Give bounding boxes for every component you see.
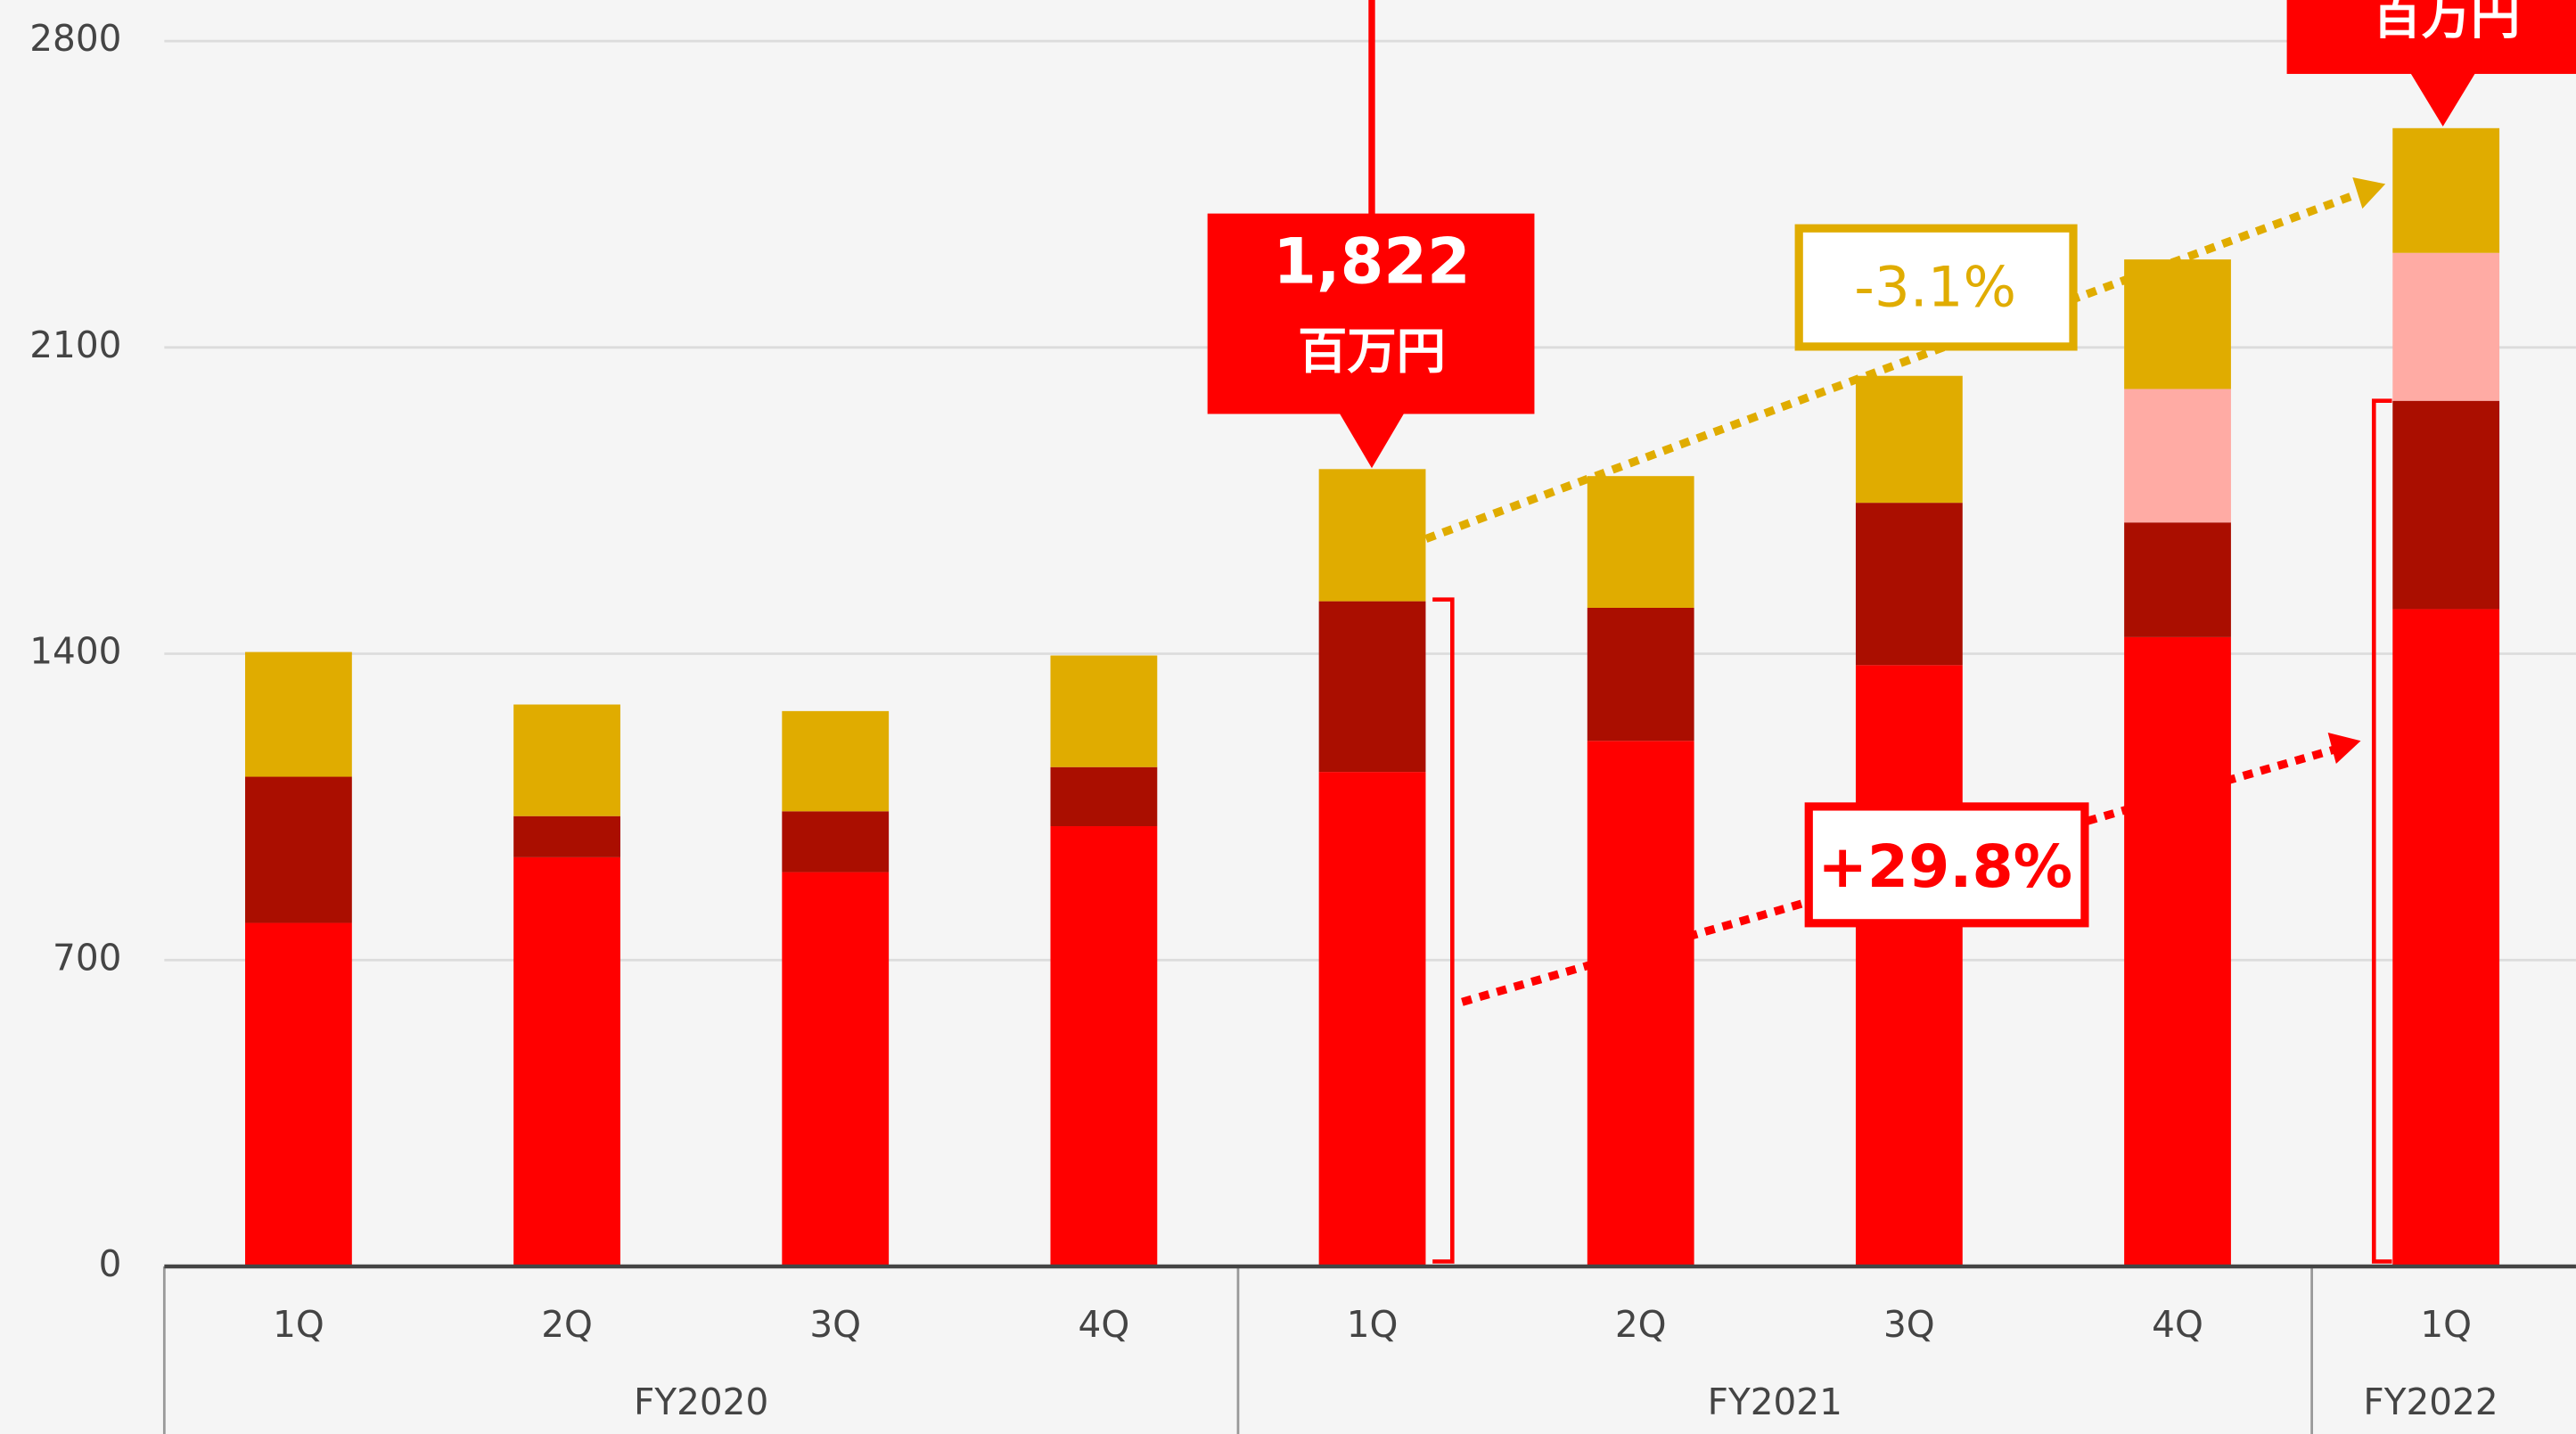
bar-segment bbox=[245, 776, 352, 923]
change-box bbox=[1794, 224, 2078, 351]
bar-segment bbox=[245, 651, 352, 777]
y-tick-label: 1400 bbox=[29, 630, 121, 673]
bar-segment bbox=[513, 815, 620, 857]
callout-unit: 百万円 bbox=[1298, 324, 1446, 381]
bar-segment bbox=[2124, 636, 2231, 1267]
callout-box bbox=[2286, 0, 2576, 74]
x-tick-label: 3Q bbox=[1883, 1303, 1935, 1346]
bar-segment bbox=[2392, 127, 2500, 253]
x-tick-label: 2Q bbox=[541, 1303, 593, 1346]
callout-box bbox=[1207, 213, 1535, 414]
x-tick-label: 4Q bbox=[1079, 1303, 1130, 1346]
bar-segment bbox=[1855, 375, 1963, 504]
callout-pointer bbox=[1339, 412, 1405, 469]
x-tick-label: 1Q bbox=[2420, 1303, 2472, 1346]
callout-value: 1,822 bbox=[1273, 225, 1470, 299]
y-tick-label: 2800 bbox=[29, 17, 121, 60]
y-tick-label: 2100 bbox=[29, 324, 121, 366]
bar-segment bbox=[1050, 766, 1158, 827]
arrow-head bbox=[2327, 733, 2361, 765]
x-tick-label: 1Q bbox=[1347, 1303, 1399, 1346]
change-box bbox=[1804, 802, 2089, 928]
bar-segment bbox=[1587, 476, 1694, 608]
bar-segment bbox=[1318, 772, 1426, 1267]
trend-arrow bbox=[1424, 188, 2364, 543]
bar-segment bbox=[1587, 607, 1694, 742]
callout-unit: 百万円 bbox=[2372, 0, 2520, 45]
x-tick-label: 4Q bbox=[2152, 1303, 2203, 1346]
bar-segment bbox=[782, 811, 890, 873]
bar-segment bbox=[782, 710, 890, 812]
bar-segment bbox=[1318, 601, 1426, 773]
x-tick-label: 2Q bbox=[1615, 1303, 1667, 1346]
bar-segment bbox=[2392, 400, 2500, 610]
bar-segment bbox=[782, 872, 890, 1267]
arrow-head bbox=[2352, 177, 2386, 209]
bracket bbox=[1432, 597, 1455, 1264]
bar-segment bbox=[1587, 741, 1694, 1267]
group-label: FY2021 bbox=[1708, 1381, 1842, 1423]
group-label: FY2020 bbox=[634, 1381, 768, 1423]
bar-segment bbox=[513, 704, 620, 816]
bar-segment bbox=[245, 922, 352, 1267]
bar-segment bbox=[1855, 503, 1963, 666]
bar-segment bbox=[1050, 826, 1158, 1267]
bar-segment bbox=[2124, 389, 2231, 523]
x-tick-label: 1Q bbox=[273, 1303, 324, 1346]
bracket bbox=[2371, 398, 2392, 1264]
bar-segment bbox=[2392, 252, 2500, 401]
bar-segment bbox=[2124, 259, 2231, 389]
y-tick-label: 700 bbox=[53, 936, 121, 979]
y-tick-label: 0 bbox=[99, 1242, 122, 1285]
bar-segment bbox=[2124, 522, 2231, 637]
bar-segment bbox=[2392, 609, 2500, 1267]
bar-segment bbox=[1318, 469, 1426, 602]
bar-segment bbox=[1050, 655, 1158, 767]
callout-pointer bbox=[2409, 72, 2476, 127]
bar-segment bbox=[1855, 665, 1963, 1267]
change-label: -3.1% bbox=[1854, 254, 2016, 319]
x-tick-label: 3Q bbox=[809, 1303, 861, 1346]
bar-segment bbox=[513, 856, 620, 1267]
annotations: 1,822 百万円 百万円 -3.1% +29.8% bbox=[1207, 0, 2576, 1264]
change-label: +29.8% bbox=[1817, 832, 2072, 901]
group-label: FY2022 bbox=[2363, 1381, 2498, 1423]
